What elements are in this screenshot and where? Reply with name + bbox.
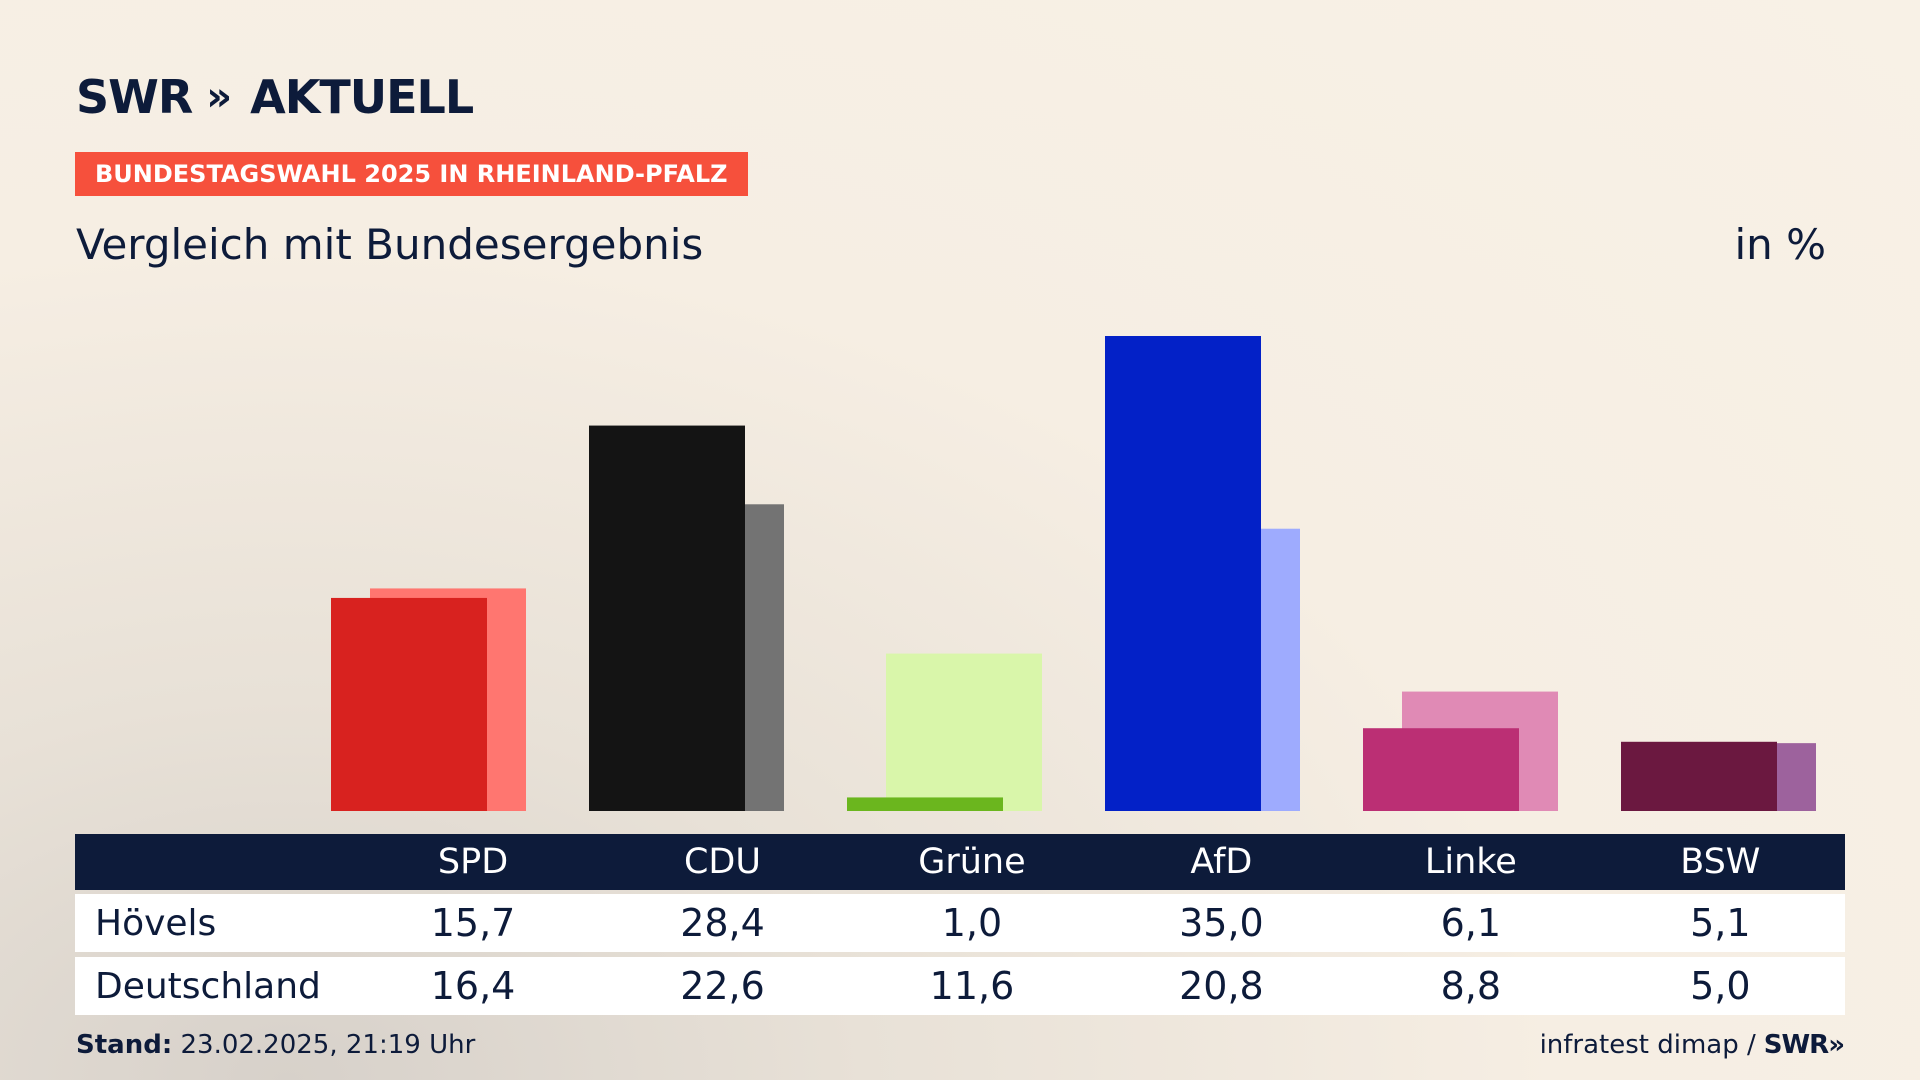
table-row: Deutschland 16,4 22,6 11,6 20,8 8,8 5,0 xyxy=(75,957,1845,1015)
stand-value: 23.02.2025, 21:19 Uhr xyxy=(180,1030,476,1060)
logo-aktuell: AKTUELL xyxy=(250,70,474,124)
source-credit: infratest dimap / SWR» xyxy=(1539,1030,1845,1060)
header-cdu: CDU xyxy=(683,842,761,882)
table-cell: 35,0 xyxy=(1179,901,1264,945)
header-bsw: BSW xyxy=(1680,842,1761,882)
swr-aktuell-logo: SWR » AKTUELL xyxy=(76,70,474,124)
table-cell: 11,6 xyxy=(929,964,1015,1008)
bar-deutschland-grüne xyxy=(886,653,1042,811)
table-header: SPD CDU Grüne AfD Linke BSW xyxy=(75,834,1845,890)
logo-swr: SWR xyxy=(76,70,193,124)
timestamp: Stand: 23.02.2025, 21:19 Uhr xyxy=(76,1030,475,1060)
header-gruene: Grüne xyxy=(918,842,1026,882)
row-label-deutschland: Deutschland xyxy=(95,965,321,1007)
bar-hoevels-linke xyxy=(1363,728,1519,811)
table-cell: 20,8 xyxy=(1179,964,1264,1008)
bar-hoevels-cdu xyxy=(589,425,745,811)
bar-hoevels-spd xyxy=(331,597,487,811)
source-text: infratest dimap / xyxy=(1539,1030,1756,1060)
results-table: SPD CDU Grüne AfD Linke BSW Hövels 15,7 … xyxy=(75,834,1845,1015)
bar-hoevels-grüne xyxy=(847,797,1003,811)
table-cell: 28,4 xyxy=(680,901,765,945)
table-cell: 22,6 xyxy=(680,964,765,1008)
table-cell: 1,0 xyxy=(941,901,1003,945)
table-cell: 5,0 xyxy=(1690,964,1751,1008)
unit-label: in % xyxy=(1734,220,1826,269)
table-cell: 16,4 xyxy=(430,964,516,1008)
row-label-hoevels: Hövels xyxy=(95,902,217,944)
stand-label: Stand: xyxy=(76,1030,173,1060)
header-spd: SPD xyxy=(437,842,509,882)
table-cell: 8,8 xyxy=(1440,964,1502,1008)
election-badge: BUNDESTAGSWAHL 2025 IN RHEINLAND-PFALZ xyxy=(75,152,748,196)
table-cell: 6,1 xyxy=(1440,901,1502,945)
table-row: Hövels 15,7 28,4 1,0 35,0 6,1 5,1 xyxy=(75,894,1845,952)
header-linke: Linke xyxy=(1424,842,1517,882)
bar-hoevels-bsw xyxy=(1621,741,1777,811)
table-cell: 15,7 xyxy=(430,901,516,945)
bar-hoevels-afd xyxy=(1105,336,1261,811)
chart-subtitle: Vergleich mit Bundesergebnis xyxy=(76,220,704,269)
swr-mini-logo: SWR» xyxy=(1763,1030,1845,1060)
header-afd: AfD xyxy=(1190,842,1253,882)
table-cell: 5,1 xyxy=(1690,901,1751,945)
